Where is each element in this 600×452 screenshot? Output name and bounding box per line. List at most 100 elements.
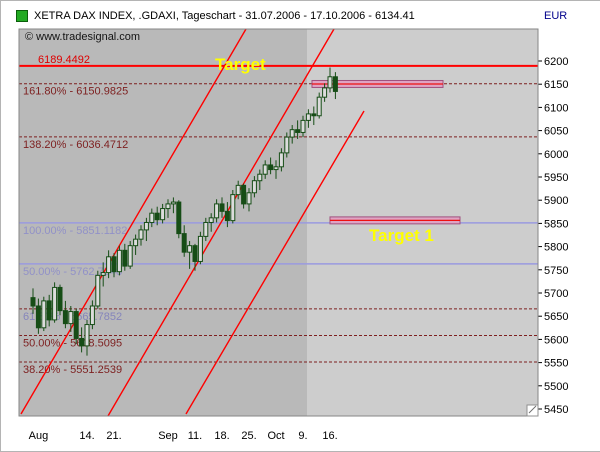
y-axis-label: 5800 (544, 242, 568, 254)
currency-label: EUR (544, 10, 568, 22)
candle-body (57, 286, 63, 312)
candle-body (192, 245, 198, 262)
candle-body (289, 129, 295, 138)
trendline[interactable] (185, 110, 365, 415)
x-axis-label: 21. (106, 430, 121, 442)
candle-body (311, 113, 317, 117)
candle-body (89, 305, 95, 326)
candle-body (133, 238, 139, 247)
y-axis-label: 6000 (544, 149, 568, 161)
candle-body (332, 76, 338, 92)
candle-body (230, 194, 236, 222)
y-axis-label: 6100 (544, 102, 568, 114)
y-axis-label: 5450 (544, 404, 568, 416)
y-axis-label: 6150 (544, 79, 568, 91)
y-axis-label: 5850 (544, 218, 568, 230)
watermark: © www.tradesignal.com (25, 31, 141, 43)
resize-handle-glyph (528, 405, 537, 414)
y-axis-label: 6050 (544, 126, 568, 138)
plot-border (18, 28, 539, 417)
candle-body (106, 256, 112, 274)
candle-body (262, 164, 268, 175)
trendline[interactable] (20, 28, 247, 415)
candle-body (62, 310, 68, 325)
candle-body (235, 184, 241, 196)
candle-body (138, 229, 144, 240)
candle-body (52, 286, 58, 321)
x-axis-label: 16. (322, 430, 337, 442)
candle-body (41, 300, 47, 329)
candle-body (154, 212, 160, 221)
candle-body (100, 272, 106, 276)
candle-body (127, 245, 133, 267)
y-axis-label: 6200 (544, 56, 568, 68)
y-axis-label: 5550 (544, 358, 568, 370)
y-axis-label: 5500 (544, 381, 568, 393)
candle-body (170, 201, 176, 205)
candle-body (305, 113, 311, 121)
annotation-target-1[interactable]: Target 1 (369, 226, 434, 245)
candle-body (160, 208, 166, 221)
candle-body (278, 152, 284, 168)
candle-body (322, 87, 328, 98)
annotation-target[interactable]: Target (215, 55, 266, 74)
candle-body (284, 136, 290, 154)
x-axis-label: 11. (188, 430, 202, 442)
y-axis-label: 5650 (544, 311, 568, 323)
fib-level-label: 138.20% - 6036.4712 (23, 139, 128, 151)
x-axis-label: 9. (298, 430, 307, 442)
fib-level-label: 100.00% - 5851.1182 (23, 225, 127, 237)
candle-body (143, 221, 149, 231)
x-axis-label: Sep (158, 430, 178, 442)
candle-body (165, 203, 171, 210)
fib-level-label: 50.00% - 5608.5095 (23, 337, 122, 349)
candle-body (68, 311, 74, 325)
y-axis-label: 5750 (544, 265, 568, 277)
candle-body (257, 173, 263, 182)
candle-body (116, 249, 122, 273)
y-axis-label: 5900 (544, 195, 568, 207)
candle-body (46, 300, 52, 321)
candle-body (273, 166, 279, 171)
fib-level-label: 161.80% - 6150.9825 (23, 86, 128, 98)
x-axis-label: Oct (267, 430, 284, 442)
candle-body (176, 201, 182, 235)
candle-body (187, 245, 193, 253)
candle-body (268, 164, 274, 171)
fib-level-label: 38.20% - 5551.2539 (23, 364, 122, 376)
y-axis-label: 5950 (544, 172, 568, 184)
candle-body (197, 235, 203, 262)
chart-title: XETRA DAX INDEX, .GDAXI, Tageschart - 31… (34, 10, 415, 22)
candle-body (181, 233, 187, 253)
candle-body (251, 180, 257, 194)
candle-body (208, 217, 214, 223)
candle-body (95, 274, 101, 307)
candle-body (35, 305, 41, 329)
candle-body (30, 297, 36, 307)
candle-body (300, 119, 306, 133)
candle-body (73, 311, 79, 339)
x-axis-label: 14. (79, 430, 94, 442)
candle-body (241, 184, 247, 205)
candle-body (316, 96, 322, 117)
candle-body (149, 212, 155, 223)
candle-body (295, 129, 301, 133)
trendline[interactable] (107, 28, 335, 417)
x-axis-label: 18. (214, 430, 229, 442)
candle-body (79, 337, 85, 347)
candle-body (219, 203, 225, 212)
candle-body (111, 256, 117, 273)
candle-body (327, 76, 333, 89)
fib-level-label: 6189.4492 (38, 54, 90, 66)
title-bar: XETRA DAX INDEX, .GDAXI, Tageschart - 31… (16, 8, 415, 24)
candle-body (203, 221, 209, 237)
x-axis-label: 25. (241, 430, 256, 442)
x-axis-label: Aug (29, 430, 49, 442)
instrument-icon (16, 10, 28, 22)
y-axis-label: 5700 (544, 288, 568, 300)
resize-handle[interactable] (526, 404, 539, 417)
candle-body (224, 210, 230, 222)
candle-body (214, 203, 220, 219)
